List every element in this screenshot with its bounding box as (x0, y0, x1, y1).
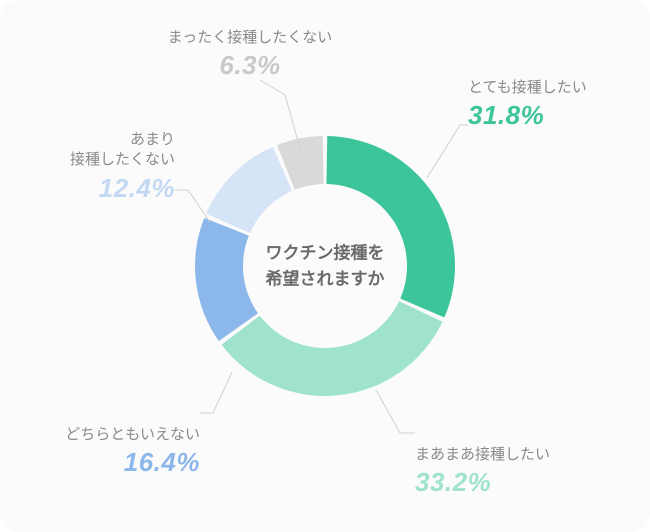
label-neither: どちらともいえない16.4% (65, 425, 200, 480)
label-caption-not-much-0: あまり (70, 130, 175, 150)
label-very-much-want: とても接種したい31.8% (468, 78, 587, 133)
label-caption-neither-0: どちらともいえない (65, 425, 200, 445)
label-value-neither: 16.4% (65, 445, 200, 480)
label-value-somewhat-want: 33.2% (415, 465, 550, 500)
chart-card: ワクチン接種を 希望されますか とても接種したい31.8% まあまあ接種したい33… (0, 0, 650, 532)
leader-somewhat-want (376, 390, 415, 433)
leader-not-at-all (260, 80, 300, 148)
center-line-2: 希望されますか (266, 266, 385, 292)
label-not-at-all: まったく接種したくない6.3% (150, 28, 350, 83)
label-value-not-much: 12.4% (70, 171, 175, 206)
donut-chart: ワクチン接種を 希望されますか とても接種したい31.8% まあまあ接種したい33… (0, 0, 650, 532)
label-caption-somewhat-want-0: まあまあ接種したい (415, 445, 550, 465)
label-caption-not-much-1: 接種したくない (70, 150, 175, 170)
label-value-not-at-all: 6.3% (150, 48, 350, 83)
label-value-very-much-want: 31.8% (468, 98, 587, 133)
leader-neither (200, 372, 232, 413)
label-caption-very-much-want-0: とても接種したい (468, 78, 587, 98)
leader-not-much (175, 190, 210, 222)
label-somewhat-want: まあまあ接種したい33.2% (415, 445, 550, 500)
label-caption-not-at-all-0: まったく接種したくない (150, 28, 350, 48)
donut-center-title: ワクチン接種を 希望されますか (266, 241, 385, 292)
center-line-1: ワクチン接種を (266, 241, 385, 267)
leader-very-much-want (427, 125, 468, 178)
label-not-much: あまり接種したくない12.4% (70, 130, 175, 206)
